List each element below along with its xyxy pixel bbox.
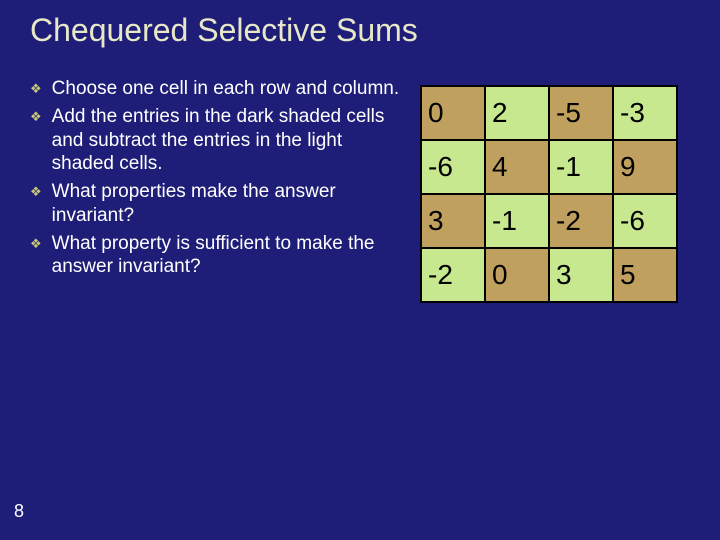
grid-cell: -2 xyxy=(421,248,485,302)
grid-cell: -6 xyxy=(421,140,485,194)
diamond-bullet-icon: ❖ xyxy=(30,109,42,125)
bullet-item: ❖ What property is sufficient to make th… xyxy=(30,232,400,280)
diamond-bullet-icon: ❖ xyxy=(30,81,42,97)
chequered-grid: 0 2 -5 -3 -6 4 -1 9 3 -1 -2 -6 -2 0 3 xyxy=(420,77,678,303)
bullet-text: What property is sufficient to make the … xyxy=(52,232,400,280)
bullet-text: What properties make the answer invarian… xyxy=(52,180,400,228)
diamond-bullet-icon: ❖ xyxy=(30,184,42,200)
grid-cell: 2 xyxy=(485,86,549,140)
slide-title: Chequered Selective Sums xyxy=(0,0,720,49)
grid-cell: 0 xyxy=(421,86,485,140)
table-row: 0 2 -5 -3 xyxy=(421,86,677,140)
bullet-item: ❖ Choose one cell in each row and column… xyxy=(30,77,400,101)
grid-cell: 3 xyxy=(421,194,485,248)
bullet-text: Add the entries in the dark shaded cells… xyxy=(52,105,400,176)
grid-cell: -1 xyxy=(485,194,549,248)
grid-table: 0 2 -5 -3 -6 4 -1 9 3 -1 -2 -6 -2 0 3 xyxy=(420,85,678,303)
diamond-bullet-icon: ❖ xyxy=(30,236,42,252)
bullet-text: Choose one cell in each row and column. xyxy=(52,77,400,101)
grid-cell: -5 xyxy=(549,86,613,140)
bullet-item: ❖ What properties make the answer invari… xyxy=(30,180,400,228)
table-row: -2 0 3 5 xyxy=(421,248,677,302)
grid-cell: 4 xyxy=(485,140,549,194)
grid-cell: -1 xyxy=(549,140,613,194)
grid-cell: 9 xyxy=(613,140,677,194)
bullet-list: ❖ Choose one cell in each row and column… xyxy=(30,77,400,303)
grid-cell: 5 xyxy=(613,248,677,302)
grid-cell: -6 xyxy=(613,194,677,248)
grid-cell: -3 xyxy=(613,86,677,140)
bullet-item: ❖ Add the entries in the dark shaded cel… xyxy=(30,105,400,176)
page-number: 8 xyxy=(14,501,24,522)
content-area: ❖ Choose one cell in each row and column… xyxy=(0,49,720,303)
grid-cell: -2 xyxy=(549,194,613,248)
table-row: -6 4 -1 9 xyxy=(421,140,677,194)
grid-cell: 0 xyxy=(485,248,549,302)
grid-cell: 3 xyxy=(549,248,613,302)
table-row: 3 -1 -2 -6 xyxy=(421,194,677,248)
